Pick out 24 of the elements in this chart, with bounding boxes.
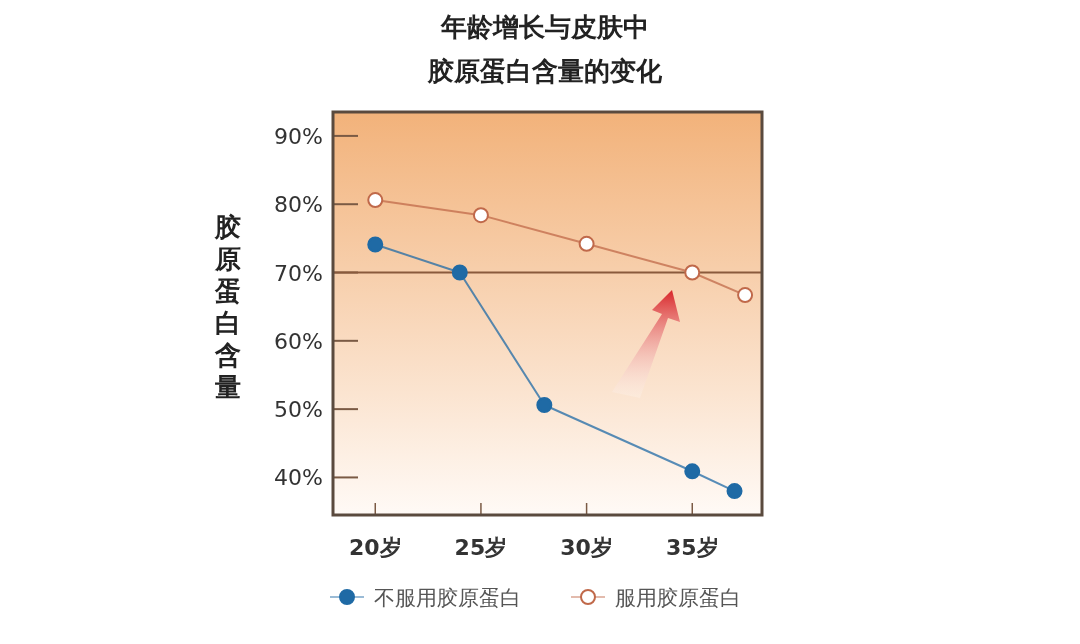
- legend-label: 服用胶原蛋白: [615, 586, 741, 610]
- point: [367, 192, 384, 209]
- y-tick-label: 90%: [274, 123, 323, 149]
- x-tick-label: 20岁: [348, 535, 402, 560]
- y-tick-label: 40%: [274, 465, 323, 491]
- point: [472, 207, 489, 224]
- point: [451, 264, 468, 281]
- point: [367, 236, 384, 253]
- point: [737, 287, 754, 304]
- point: [578, 235, 595, 252]
- point: [684, 463, 701, 480]
- point: [536, 397, 553, 414]
- x-tick-label: 25岁: [454, 535, 508, 560]
- y-tick-label: 50%: [274, 397, 323, 423]
- x-tick-label: 30岁: [560, 535, 613, 560]
- point: [726, 483, 743, 500]
- point: [684, 264, 701, 281]
- y-tick-label: 60%: [274, 328, 323, 354]
- y-tick-label: 70%: [274, 260, 323, 286]
- legend-label: 不服用胶原蛋白: [374, 586, 521, 610]
- x-tick-label: 35岁: [665, 535, 719, 560]
- y-axis-title: 胶原蛋白含量: [214, 212, 241, 402]
- chart-title: 年龄增长与皮肤中胶原蛋白含量的变化: [427, 12, 663, 86]
- y-tick-label: 80%: [274, 192, 323, 218]
